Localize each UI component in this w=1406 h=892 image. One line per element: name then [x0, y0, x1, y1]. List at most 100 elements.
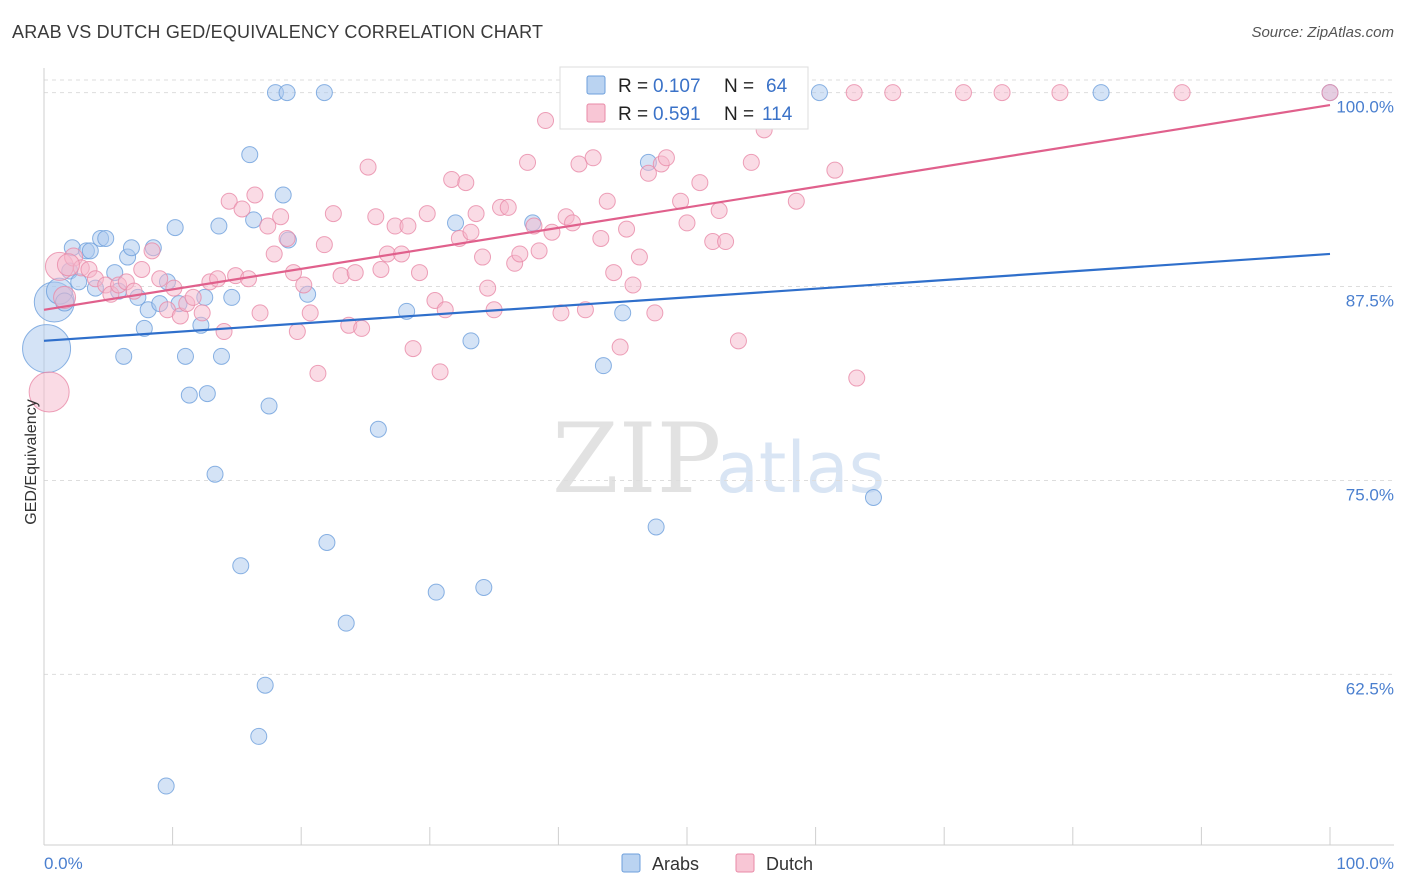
point-arabs-42 — [278, 84, 296, 102]
point-arabs-30 — [206, 465, 224, 483]
point-arabs-63 — [157, 777, 175, 795]
point-dutch-20 — [193, 304, 211, 322]
point-dutch-80 — [584, 149, 602, 167]
point-arabs-41 — [274, 186, 292, 204]
point-dutch-47 — [372, 260, 390, 278]
point-arabs-61 — [1092, 84, 1110, 102]
point-dutch-78 — [570, 155, 588, 173]
bottom-legend-label-dutch: Dutch — [766, 854, 813, 874]
point-arabs-56 — [614, 304, 632, 322]
point-arabs-59 — [810, 84, 828, 102]
point-arabs-16 — [122, 239, 140, 257]
point-dutch-52 — [404, 340, 422, 358]
point-arabs-48 — [369, 420, 387, 438]
point-dutch-41 — [332, 267, 350, 285]
y-tick-label-3: 100.0% — [1336, 98, 1394, 117]
point-arabs-33 — [223, 288, 241, 306]
point-arabs-0 — [22, 324, 72, 374]
legend-arabs-r-label: R = — [618, 76, 648, 97]
point-arabs-60 — [864, 489, 882, 507]
y-axis-label: GED/Equivalency — [23, 399, 40, 524]
point-dutch-84 — [611, 338, 629, 356]
point-dutch-46 — [367, 208, 385, 226]
series-dutch-points — [28, 84, 1339, 413]
point-dutch-91 — [657, 149, 675, 167]
point-dutch-60 — [457, 174, 475, 192]
point-dutch-81 — [592, 229, 610, 247]
y-tick-label-0: 62.5% — [1346, 679, 1394, 698]
trendlines — [43, 103, 1331, 342]
watermark-atlas: atlas — [716, 427, 885, 509]
point-dutch-88 — [639, 164, 657, 182]
point-dutch-40 — [324, 205, 342, 223]
point-arabs-18 — [135, 319, 153, 337]
point-dutch-63 — [474, 248, 492, 266]
legend-swatch-arabs — [586, 75, 606, 95]
bottom-legend-label-arabs: Arabs — [652, 854, 699, 874]
gridlines — [44, 79, 1394, 675]
chart-title: ARAB VS DUTCH GED/EQUIVALENCY CORRELATIO… — [12, 22, 544, 42]
point-dutch-69 — [511, 245, 529, 263]
point-dutch-12 — [133, 260, 151, 278]
point-arabs-11 — [97, 229, 115, 247]
point-dutch-35 — [288, 323, 306, 341]
point-dutch-23 — [215, 323, 233, 341]
point-arabs-14 — [115, 347, 133, 365]
point-dutch-97 — [717, 233, 735, 251]
legend-arabs-n-label: N = — [724, 76, 754, 97]
point-arabs-47 — [337, 614, 355, 632]
point-dutch-26 — [233, 200, 251, 218]
x-tick-labels: 0.0% 100.0% — [44, 854, 1394, 873]
legend-dutch-r-value: 0.591 — [653, 104, 701, 125]
legend-arabs-r-value: 0.107 — [653, 76, 701, 97]
point-dutch-113 — [56, 253, 80, 277]
point-arabs-34 — [232, 557, 250, 575]
point-arabs-51 — [447, 214, 465, 232]
point-dutch-36 — [295, 276, 313, 294]
point-dutch-99 — [742, 153, 760, 171]
point-dutch-73 — [537, 112, 555, 130]
point-dutch-37 — [301, 304, 319, 322]
point-dutch-110 — [1173, 84, 1191, 102]
x-tick-label-0: 0.0% — [44, 854, 83, 873]
point-dutch-22 — [209, 270, 227, 288]
point-dutch-2 — [53, 285, 77, 309]
point-dutch-14 — [151, 270, 169, 288]
point-dutch-39 — [315, 236, 333, 254]
point-dutch-86 — [624, 276, 642, 294]
point-dutch-54 — [418, 205, 436, 223]
point-arabs-55 — [594, 357, 612, 375]
point-dutch-79 — [576, 301, 594, 319]
point-dutch-94 — [691, 174, 709, 192]
point-dutch-24 — [220, 192, 238, 210]
point-arabs-58 — [647, 518, 665, 536]
point-arabs-53 — [475, 578, 493, 596]
point-arabs-45 — [315, 84, 333, 102]
point-dutch-112 — [787, 192, 805, 210]
point-arabs-25 — [176, 347, 194, 365]
point-arabs-38 — [256, 676, 274, 694]
point-dutch-62 — [467, 205, 485, 223]
legend-swatch-dutch — [586, 103, 606, 123]
point-arabs-35 — [241, 146, 259, 164]
point-dutch-93 — [678, 214, 696, 232]
point-arabs-36 — [245, 211, 263, 229]
bottom-legend: Arabs Dutch — [621, 853, 813, 874]
point-dutch-96 — [710, 202, 728, 220]
point-dutch-71 — [525, 217, 543, 235]
axes — [43, 68, 1394, 846]
point-dutch-103 — [826, 161, 844, 179]
point-dutch-13 — [143, 242, 161, 260]
trendline-arabs — [43, 252, 1331, 342]
point-dutch-38 — [309, 364, 327, 382]
point-dutch-109 — [1051, 84, 1069, 102]
point-dutch-87 — [630, 248, 648, 266]
point-dutch-57 — [436, 301, 454, 319]
y-tick-label-1: 75.0% — [1346, 485, 1394, 504]
point-dutch-43 — [346, 264, 364, 282]
point-dutch-85 — [618, 220, 636, 238]
point-arabs-52 — [462, 332, 480, 350]
point-dutch-106 — [884, 84, 902, 102]
point-dutch-30 — [259, 217, 277, 235]
